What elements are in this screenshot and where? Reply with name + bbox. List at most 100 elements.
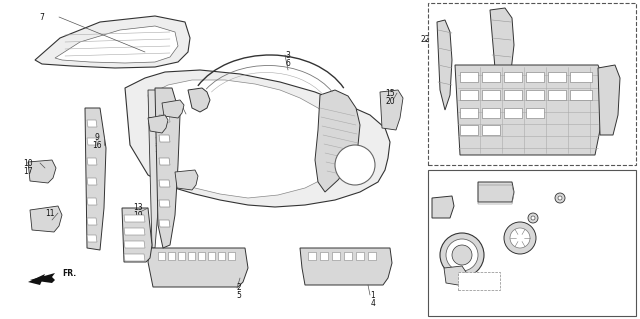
Polygon shape <box>218 252 225 260</box>
Polygon shape <box>87 235 97 242</box>
Text: 30: 30 <box>525 183 535 192</box>
Text: 25: 25 <box>602 86 612 95</box>
Text: 29: 29 <box>559 194 569 203</box>
Polygon shape <box>504 72 522 82</box>
Polygon shape <box>504 108 522 118</box>
Text: 28: 28 <box>521 227 531 236</box>
Polygon shape <box>482 90 500 100</box>
Polygon shape <box>28 274 45 285</box>
Circle shape <box>510 228 530 248</box>
Polygon shape <box>526 90 544 100</box>
Polygon shape <box>55 26 178 63</box>
Polygon shape <box>87 198 97 205</box>
Polygon shape <box>228 252 235 260</box>
Circle shape <box>446 239 478 271</box>
Polygon shape <box>35 16 190 68</box>
Polygon shape <box>570 90 592 100</box>
Polygon shape <box>320 252 328 260</box>
Polygon shape <box>87 178 97 185</box>
Text: 15: 15 <box>385 88 395 98</box>
Polygon shape <box>124 215 145 222</box>
Polygon shape <box>155 88 180 248</box>
Polygon shape <box>504 90 522 100</box>
Polygon shape <box>482 72 500 82</box>
Polygon shape <box>482 108 500 118</box>
Polygon shape <box>478 182 514 202</box>
Polygon shape <box>148 248 248 287</box>
Polygon shape <box>570 72 592 82</box>
Text: 27: 27 <box>454 254 464 263</box>
Polygon shape <box>122 208 152 262</box>
Text: 19: 19 <box>133 211 143 220</box>
Text: 4: 4 <box>371 299 376 308</box>
Polygon shape <box>432 196 454 218</box>
Text: 33: 33 <box>172 103 182 113</box>
Text: 21: 21 <box>451 270 460 278</box>
FancyBboxPatch shape <box>428 3 636 165</box>
Text: 32: 32 <box>534 213 544 222</box>
Polygon shape <box>30 206 62 232</box>
Polygon shape <box>124 254 145 261</box>
Text: 33: 33 <box>147 117 157 127</box>
Polygon shape <box>490 8 514 100</box>
Polygon shape <box>87 218 97 225</box>
Polygon shape <box>380 90 403 130</box>
Text: FR.: FR. <box>62 270 76 278</box>
Text: 8: 8 <box>200 88 204 98</box>
Polygon shape <box>168 252 175 260</box>
Polygon shape <box>188 252 195 260</box>
Polygon shape <box>460 90 478 100</box>
Text: 26: 26 <box>493 268 503 277</box>
Circle shape <box>555 193 565 203</box>
Polygon shape <box>598 65 620 135</box>
Polygon shape <box>548 90 566 100</box>
Text: 11: 11 <box>45 209 55 218</box>
Polygon shape <box>526 72 544 82</box>
Circle shape <box>335 145 375 185</box>
Text: 14: 14 <box>180 175 190 184</box>
Text: 12: 12 <box>154 137 164 145</box>
FancyBboxPatch shape <box>428 170 636 316</box>
Polygon shape <box>30 273 55 283</box>
Polygon shape <box>159 200 170 207</box>
Polygon shape <box>300 248 392 285</box>
Polygon shape <box>159 135 170 142</box>
Circle shape <box>558 196 562 200</box>
Text: 23: 23 <box>494 18 504 26</box>
FancyBboxPatch shape <box>458 272 500 290</box>
Polygon shape <box>87 158 97 165</box>
Polygon shape <box>158 252 165 260</box>
Polygon shape <box>356 252 364 260</box>
Polygon shape <box>124 228 145 235</box>
Polygon shape <box>208 252 215 260</box>
Polygon shape <box>125 70 390 207</box>
Circle shape <box>531 216 535 220</box>
Polygon shape <box>159 220 170 227</box>
Polygon shape <box>188 88 210 112</box>
Polygon shape <box>148 90 160 248</box>
Polygon shape <box>159 158 170 165</box>
Text: 2: 2 <box>237 284 241 293</box>
Polygon shape <box>368 252 376 260</box>
Polygon shape <box>548 72 566 82</box>
Polygon shape <box>159 115 170 122</box>
Text: 5: 5 <box>237 292 241 300</box>
Text: SNA4B4920A: SNA4B4920A <box>512 307 558 313</box>
Polygon shape <box>159 180 170 187</box>
Polygon shape <box>28 160 56 183</box>
Polygon shape <box>460 72 478 82</box>
Text: 3: 3 <box>285 50 291 60</box>
Polygon shape <box>124 241 145 248</box>
Circle shape <box>440 233 484 277</box>
Polygon shape <box>175 170 198 190</box>
Polygon shape <box>87 120 97 127</box>
Text: 6: 6 <box>285 58 291 68</box>
Text: 10: 10 <box>23 159 33 167</box>
Polygon shape <box>482 125 500 135</box>
Polygon shape <box>308 252 316 260</box>
Circle shape <box>528 213 538 223</box>
Polygon shape <box>315 90 360 192</box>
Polygon shape <box>178 252 185 260</box>
Text: 20: 20 <box>385 97 395 106</box>
Circle shape <box>452 245 472 265</box>
